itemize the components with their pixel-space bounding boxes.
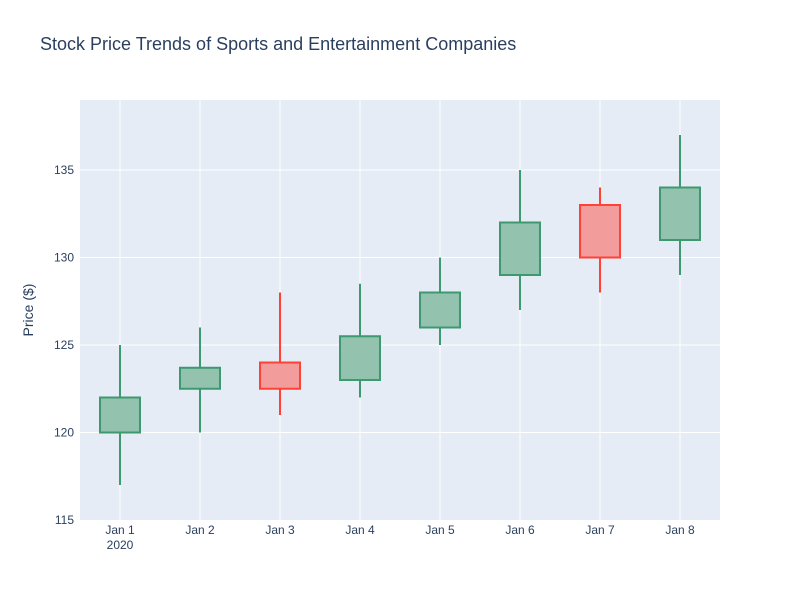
- candles: [99, 135, 701, 485]
- candle-body: [659, 186, 701, 241]
- candle-body: [419, 291, 461, 329]
- y-tick-label: 115: [55, 513, 74, 527]
- candle-decreasing: [579, 187, 621, 293]
- candle-increasing: [499, 170, 541, 310]
- x-tick-label: Jan 5: [425, 523, 455, 537]
- candle-body: [499, 221, 541, 276]
- candle-body: [99, 396, 141, 434]
- x-tick-label: Jan 3: [265, 523, 295, 537]
- candle-body: [339, 335, 381, 381]
- y-tick-label: 130: [54, 251, 74, 265]
- candle-increasing: [659, 135, 701, 275]
- x-tick-label: Jan 7: [585, 523, 615, 537]
- candle-body: [579, 204, 621, 259]
- candle-increasing: [419, 257, 461, 345]
- x-tick-label: Jan 2: [185, 523, 215, 537]
- candle-body: [179, 366, 221, 390]
- candle-increasing: [99, 345, 141, 485]
- y-axis-title: Price ($): [20, 284, 36, 337]
- x-tick-label: Jan 4: [345, 523, 375, 537]
- y-axis: 115 120 125 130 135: [54, 163, 74, 527]
- candle-decreasing: [259, 292, 301, 415]
- y-tick-label: 135: [54, 163, 74, 177]
- candle-body: [259, 361, 301, 390]
- x-tick-year-label: 2020: [107, 538, 134, 552]
- y-tick-label: 125: [54, 338, 74, 352]
- plot-area: [80, 100, 720, 520]
- x-tick-label: Jan 1: [105, 523, 135, 537]
- chart-title: Stock Price Trends of Sports and Enterta…: [40, 34, 516, 54]
- x-tick-label: Jan 8: [665, 523, 695, 537]
- candle-increasing: [339, 283, 381, 398]
- candle-increasing: [179, 327, 221, 433]
- y-tick-label: 120: [54, 426, 74, 440]
- x-tick-label: Jan 6: [505, 523, 535, 537]
